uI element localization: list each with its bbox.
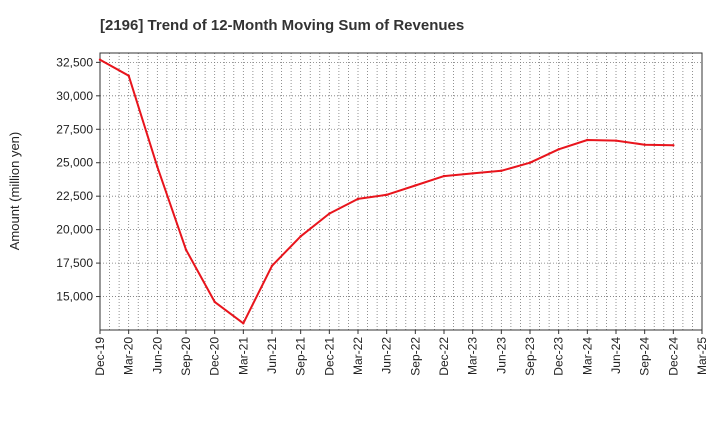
data-point — [156, 165, 159, 168]
data-point — [500, 169, 503, 172]
data-point — [471, 172, 474, 175]
data-point — [414, 184, 417, 187]
x-tick-label: Jun-23 — [494, 337, 508, 374]
x-tick-label: Dec-19 — [93, 337, 107, 376]
data-point — [127, 74, 130, 77]
x-tick-label: Mar-21 — [236, 337, 250, 375]
data-point — [442, 174, 446, 178]
data-point — [213, 300, 216, 304]
x-tick-label: Sep-24 — [638, 337, 652, 376]
data-point — [672, 144, 675, 147]
x-tick-label: Jun-24 — [609, 337, 623, 374]
x-tick-label: Mar-25 — [695, 337, 709, 375]
data-point — [270, 264, 274, 267]
y-tick-label: 32,500 — [56, 55, 93, 69]
x-tick-label: Jun-20 — [150, 337, 164, 374]
x-tick-label: Sep-22 — [408, 337, 422, 376]
x-tick-label: Dec-24 — [666, 337, 680, 376]
x-tick-label: Dec-20 — [208, 337, 222, 376]
grid-lines — [100, 53, 702, 330]
data-point — [528, 161, 532, 164]
data-point — [586, 138, 589, 142]
y-tick-label: 22,500 — [56, 189, 93, 203]
y-tick-label: 30,000 — [56, 89, 93, 103]
data-point — [643, 143, 646, 146]
x-tick-label: Sep-21 — [294, 337, 308, 376]
data-point — [242, 322, 245, 325]
chart-title: [2196] Trend of 12-Month Moving Sum of R… — [100, 17, 464, 34]
y-tick-label: 27,500 — [56, 122, 93, 136]
x-tick-label: Jun-21 — [265, 337, 279, 374]
x-axis-ticks: Dec-19 Mar-20 Jun-20 Sep-20 Dec-20 Mar-21 Jun-… — [93, 330, 709, 376]
x-tick-label: Dec-23 — [552, 337, 566, 376]
y-tick-label: 20,000 — [56, 223, 93, 237]
x-tick-label: Jun-22 — [380, 337, 394, 374]
plot-area-frame — [99, 52, 703, 331]
x-tick-label: Mar-22 — [351, 337, 365, 375]
data-point — [299, 235, 302, 238]
x-tick-label: Dec-21 — [322, 337, 336, 376]
x-tick-label: Mar-23 — [466, 337, 480, 375]
x-tick-label: Dec-22 — [437, 337, 451, 376]
data-point — [356, 197, 360, 201]
x-tick-label: Sep-23 — [523, 337, 537, 376]
data-point — [385, 193, 388, 197]
x-tick-label: Mar-20 — [122, 337, 136, 375]
data-point — [614, 139, 618, 142]
data-point — [98, 58, 102, 61]
y-tick-label: 15,000 — [56, 290, 93, 304]
y-axis-label: Amount (million yen) — [7, 132, 22, 251]
y-axis-ticks: 15,000 17,500 20,000 22,500 25,000 27,500 30,0… — [56, 55, 100, 304]
x-tick-label: Sep-20 — [179, 337, 193, 376]
series-layer — [98, 58, 675, 325]
data-point — [184, 248, 188, 251]
data-point — [328, 212, 331, 215]
y-tick-label: 17,500 — [56, 256, 93, 270]
x-tick-label: Mar-24 — [580, 337, 594, 375]
data-point — [557, 148, 560, 151]
y-tick-label: 25,000 — [56, 156, 93, 170]
